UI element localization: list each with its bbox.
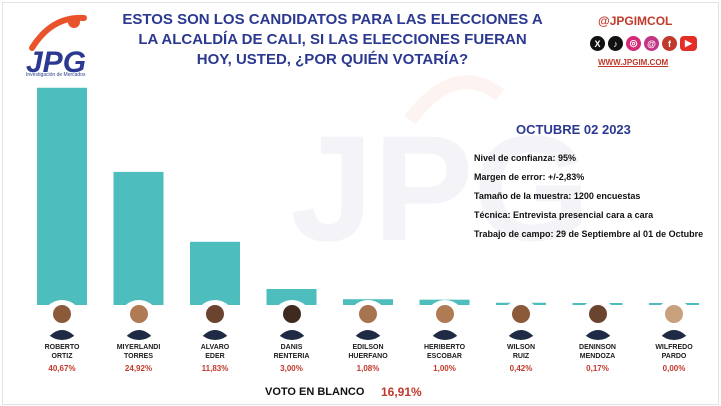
bar-2	[113, 171, 164, 305]
blank-vote-value: 16,91%	[381, 385, 422, 399]
candidate-photo	[195, 300, 235, 340]
category-label: DENINSON MENDOZA	[579, 344, 616, 360]
bar-4	[266, 288, 317, 305]
svg-text:JPG: JPG	[290, 104, 590, 272]
website-link[interactable]: WWW.JPGIM.COM	[598, 58, 669, 67]
page-title: ESTOS SON LOS CANDIDATOS PARA LAS ELECCI…	[122, 11, 543, 68]
blank-vote-label: VOTO EN BLANCO	[265, 386, 365, 398]
value-label: 11,83%	[201, 364, 229, 373]
category-label: MIYERLANDI TORRES	[116, 344, 161, 360]
survey-date: OCTUBRE 02 2023	[516, 122, 631, 137]
value-label: 40,67%	[48, 364, 76, 373]
logo-subtitle: Investigación de Mercados	[26, 72, 86, 78]
category-label: ROBERTO ORTIZ	[44, 344, 80, 360]
value-label: 3,00%	[280, 364, 303, 373]
value-label: 1,08%	[356, 364, 380, 373]
candidate-photo	[577, 300, 618, 340]
value-label: 0,42%	[509, 364, 533, 373]
candidate-photo	[501, 300, 541, 340]
tiktok-icon[interactable]: ♪	[608, 36, 623, 51]
social-icons: X ♪ ◎ @ f ▶	[590, 36, 697, 51]
candidate-photo	[42, 300, 82, 340]
survey-confidence: Nivel de confianza: 95%	[474, 153, 577, 163]
youtube-icon[interactable]: ▶	[680, 36, 697, 51]
candidate-photo	[424, 300, 465, 340]
candidate-photo	[118, 300, 159, 340]
jpg-logo: JPG	[26, 14, 87, 79]
value-label: 1,00%	[433, 364, 456, 373]
category-label: HERIBERTO ESCOBAR	[423, 344, 466, 360]
bar-3	[190, 241, 240, 305]
category-label: DANIS RENTERIA	[273, 344, 310, 360]
category-label: WILSON RUIZ	[507, 344, 535, 360]
survey-sample: Tamaño de la muestra: 1200 encuestas	[474, 191, 641, 201]
category-label: WILFREDO PARDO	[655, 344, 693, 360]
threads-icon[interactable]: @	[644, 36, 659, 51]
candidate-photo	[654, 300, 694, 340]
value-label: 24,92%	[124, 364, 153, 373]
x-icon[interactable]: X	[590, 36, 605, 51]
candidate-photo	[271, 300, 312, 340]
value-label: 0,00%	[662, 364, 686, 373]
survey-margin: Margen de error: +/-2,83%	[474, 172, 585, 182]
logo-text: JPG	[26, 46, 86, 79]
survey-technique: Técnica: Entrevista presencial cara a ca…	[474, 210, 654, 220]
social-handle: @JPGIMCOL	[598, 14, 673, 28]
category-label: EDILSON HUERFANO	[348, 344, 388, 360]
category-label: ALVARO EDER	[200, 344, 230, 360]
facebook-icon[interactable]: f	[662, 36, 677, 51]
instagram-icon[interactable]: ◎	[626, 36, 641, 51]
candidate-photo	[348, 300, 388, 340]
survey-fieldwork: Trabajo de campo: 29 de Septiembre al 01…	[474, 229, 704, 239]
value-label: 0,17%	[586, 364, 609, 373]
bar-1	[37, 87, 87, 305]
